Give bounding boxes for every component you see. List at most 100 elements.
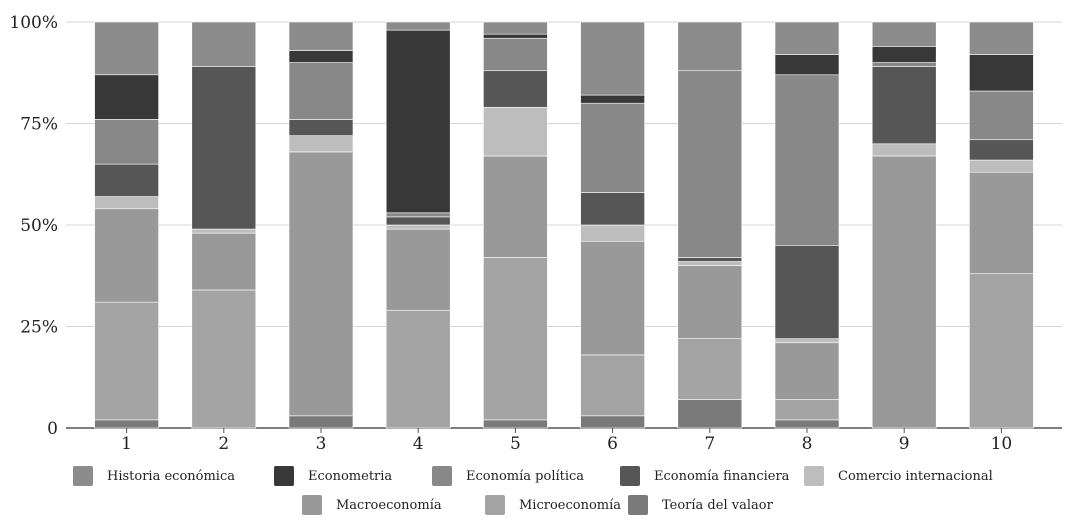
bar-segment [580, 354, 645, 417]
legend-label: Economía política [466, 469, 584, 484]
bar-segment [871, 143, 937, 157]
bar-segment [774, 419, 840, 429]
bar-stack-1 [94, 21, 159, 429]
bar-segment [871, 46, 937, 63]
legend: Historia económica Econometria Economía po… [73, 466, 993, 515]
bar-segment [191, 66, 257, 230]
x-tick-label: 5 [510, 434, 521, 454]
bar-segment [94, 119, 159, 165]
bar-segment [677, 265, 743, 339]
legend-label: Comercio internacional [838, 469, 993, 484]
x-tick-label: 2 [218, 434, 229, 454]
y-tick-label: 0 [47, 419, 58, 439]
bar-stack-8 [774, 21, 840, 429]
bar-segment [969, 54, 1034, 92]
bar-segment [871, 21, 937, 47]
bar-segment [288, 119, 354, 136]
y-tick-label: 100% [9, 13, 58, 33]
bar-segment [288, 62, 354, 120]
x-tick-label: 8 [802, 434, 813, 454]
legend-label: Econometria [308, 469, 392, 484]
bar-segment [774, 399, 840, 421]
legend-label: Economía financiera [654, 469, 790, 484]
bar-segment [677, 261, 743, 266]
legend-item: Macroeconomía [302, 495, 442, 515]
x-tick-label: 3 [316, 434, 327, 454]
bar-segment [483, 257, 548, 421]
bar-segment [969, 171, 1034, 275]
legend-item: Comercio internacional [804, 466, 993, 486]
bar-segment [191, 228, 257, 234]
bar-segment [483, 155, 548, 258]
bar-segment [774, 338, 840, 344]
legend-item: Economía financiera [620, 466, 790, 486]
bar-segment [774, 342, 840, 400]
bar-segment [774, 245, 840, 339]
legend-item: Economía política [432, 466, 584, 486]
x-tick-label: 7 [704, 434, 715, 454]
bar-segment [483, 33, 548, 39]
bar-segment [191, 232, 257, 291]
bar-segment [871, 66, 937, 145]
bar-segment [94, 301, 159, 421]
bar-segment [385, 216, 451, 226]
bar-segment [483, 70, 548, 108]
x-tick-label: 4 [413, 434, 424, 454]
legend-item: Microeconomía [485, 495, 621, 515]
legend-swatch [804, 466, 824, 486]
bar-segment [580, 224, 645, 242]
bar-segment [580, 240, 645, 356]
bar-segment [677, 399, 743, 429]
bar-segment [580, 102, 645, 193]
bar-stack-5 [483, 21, 548, 429]
legend-item: Historia económica [73, 466, 235, 486]
bar-segment [288, 135, 354, 153]
bar-segment [385, 29, 451, 214]
legend-swatch [274, 466, 294, 486]
bar-segment [483, 21, 548, 35]
bar-segment [483, 106, 548, 157]
y-tick-label: 75% [20, 115, 58, 135]
y-axis: 0 25% 50% 75% 100% [9, 13, 58, 439]
legend-swatch [485, 495, 505, 515]
bar-segment [483, 37, 548, 72]
bar-segment [94, 163, 159, 197]
bar-segment [969, 139, 1034, 161]
bar-segment [677, 338, 743, 400]
legend-item: Teoría del valaor [628, 495, 774, 515]
bar-segment [580, 94, 645, 104]
bar-segment [969, 273, 1034, 429]
legend-label: Microeconomía [519, 498, 621, 513]
legend-swatch [302, 495, 322, 515]
bar-segment [288, 50, 354, 63]
bar-segment [94, 419, 159, 429]
bar-segment [871, 62, 937, 67]
legend-swatch [620, 466, 640, 486]
bar-segment [580, 192, 645, 226]
y-tick-label: 25% [20, 318, 58, 338]
bar-segment [871, 155, 937, 429]
bar-segment [191, 289, 257, 429]
bars [94, 21, 1034, 429]
x-tick-label: 6 [607, 434, 618, 454]
legend-label: Teoría del valaor [662, 498, 774, 513]
bar-segment [385, 212, 451, 218]
bar-segment [288, 21, 354, 51]
bar-segment [677, 21, 743, 72]
bar-segment [483, 419, 548, 429]
bar-segment [677, 257, 743, 262]
legend-swatch [628, 495, 648, 515]
bar-segment [94, 21, 159, 76]
bar-segment [677, 70, 743, 258]
bar-segment [385, 309, 451, 429]
bar-stack-7 [677, 21, 743, 429]
bar-segment [94, 208, 159, 303]
x-tick-label: 1 [121, 434, 132, 454]
bar-segment [288, 151, 354, 417]
bar-segment [969, 90, 1034, 141]
bar-stack-2 [191, 21, 257, 429]
legend-label: Historia económica [107, 469, 235, 484]
bar-segment [385, 21, 451, 31]
legend-swatch [432, 466, 452, 486]
